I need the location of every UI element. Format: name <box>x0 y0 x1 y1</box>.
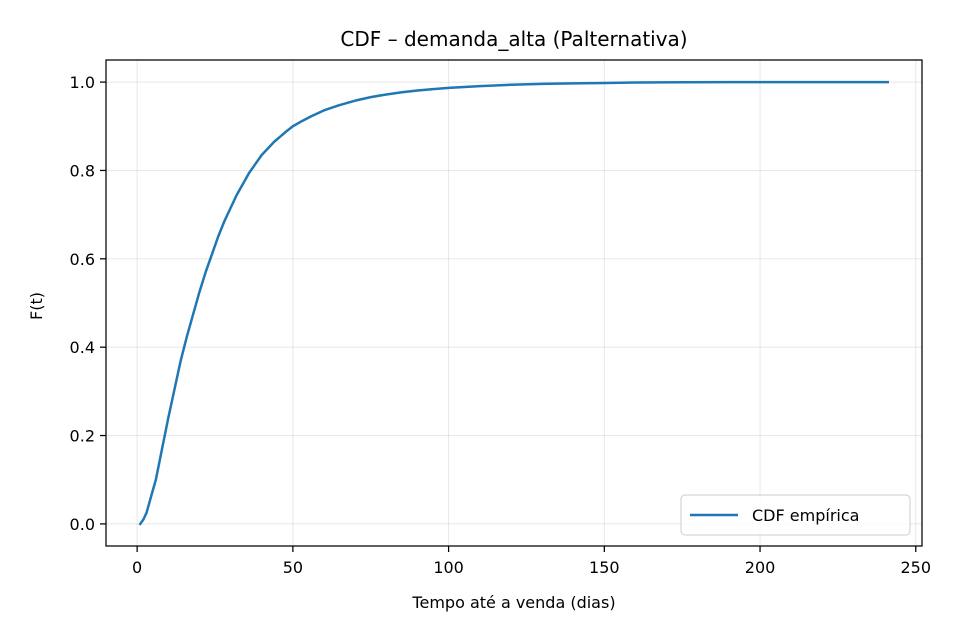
x-tick-label: 100 <box>433 558 464 577</box>
y-tick-label: 0.0 <box>70 515 95 534</box>
y-tick-label: 0.2 <box>70 427 95 446</box>
y-tick-label: 1.0 <box>70 73 95 92</box>
axes-frame <box>105 59 923 547</box>
x-tick-label: 0 <box>132 558 142 577</box>
plot-area <box>138 80 889 526</box>
legend: CDF empírica <box>680 494 911 536</box>
x-tick-label: 250 <box>900 558 931 577</box>
y-tick-label: 0.8 <box>70 161 95 180</box>
x-tick-label: 50 <box>283 558 303 577</box>
y-tick-label: 0.6 <box>70 250 95 269</box>
x-tick-label: 200 <box>745 558 776 577</box>
x-axis-ticks: 0 50 100 150 200 250 <box>132 546 931 577</box>
legend-box <box>680 494 911 536</box>
grid-lines <box>106 60 922 546</box>
legend-label: CDF empírica <box>752 506 859 525</box>
y-tick-label: 0.4 <box>70 338 95 357</box>
y-axis-ticks: 0.0 0.2 0.4 0.6 0.8 1.0 <box>70 73 106 534</box>
y-axis-label: F(t) <box>27 292 46 320</box>
x-axis-label: Tempo até a venda (dias) <box>411 593 615 612</box>
x-tick-label: 150 <box>589 558 620 577</box>
series-line-cdf-empirica <box>138 80 889 526</box>
chart-title: CDF – demanda_alta (Palternativa) <box>340 27 687 51</box>
